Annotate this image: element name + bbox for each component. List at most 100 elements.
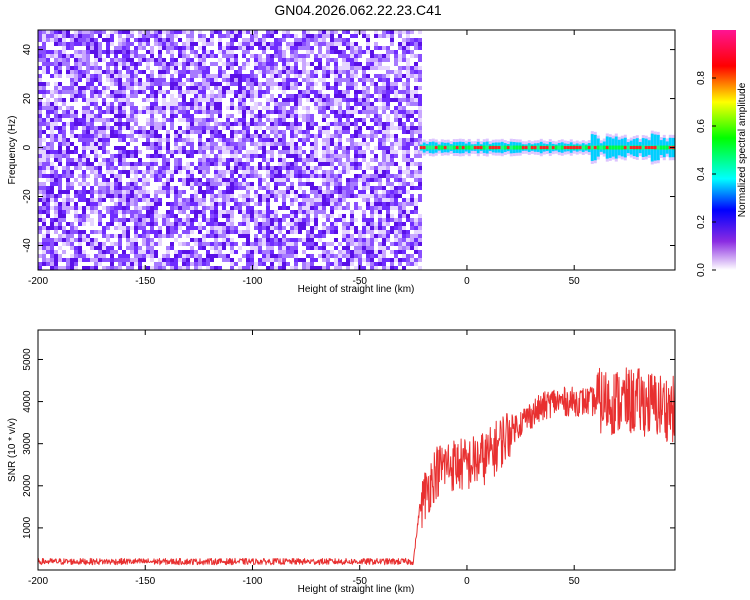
heatmap-cell <box>266 194 270 201</box>
heatmap-cell <box>350 206 354 211</box>
heatmap-cell <box>342 34 346 38</box>
heatmap-cell <box>162 242 166 248</box>
heatmap-cell <box>334 82 338 86</box>
heatmap-cell <box>166 118 170 124</box>
heatmap-cell <box>362 106 366 111</box>
heatmap-cell <box>266 222 270 229</box>
heatmap-cell <box>306 242 310 248</box>
heatmap-cell <box>298 262 302 269</box>
heatmap-cell <box>290 70 294 76</box>
heatmap-cell <box>66 70 70 75</box>
heatmap-cell <box>78 118 82 123</box>
heatmap-cell <box>266 118 270 124</box>
heatmap-cell <box>190 198 194 205</box>
heatmap-cell <box>254 78 258 85</box>
heatmap-cell <box>318 126 322 131</box>
heatmap-cell <box>130 86 134 90</box>
heatmap-cell <box>266 134 270 141</box>
heatmap-cell <box>310 154 314 158</box>
heatmap-cell <box>194 122 198 126</box>
heatmap-cell <box>298 74 302 79</box>
heatmap-cell <box>174 30 178 34</box>
heatmap-cell <box>270 170 274 175</box>
heatmap-cell <box>54 150 58 154</box>
heatmap-cell <box>298 158 302 163</box>
heatmap-cell <box>118 138 122 144</box>
heatmap-cell <box>218 122 222 126</box>
heatmap-cell <box>62 162 66 169</box>
heatmap-cell <box>342 86 346 90</box>
heatmap-cell <box>190 50 194 54</box>
heatmap-cell <box>58 66 62 70</box>
heatmap-cell <box>310 118 314 125</box>
heatmap-cell <box>82 242 86 247</box>
heatmap-cell <box>122 230 126 237</box>
heatmap-cell <box>110 42 114 46</box>
heatmap-cell <box>194 146 198 153</box>
heatmap-cell <box>122 210 126 216</box>
heatmap-cell <box>278 146 282 152</box>
heatmap-cell <box>134 82 138 88</box>
heatmap-cell <box>234 238 238 243</box>
heatmap-cell <box>38 154 42 158</box>
heatmap-cell <box>62 258 66 263</box>
heatmap-cell <box>198 242 202 249</box>
heatmap-cell <box>262 170 266 174</box>
heatmap-cell <box>206 246 210 252</box>
heatmap-cell <box>146 170 150 177</box>
heatmap-cell <box>90 114 94 120</box>
heatmap-cell <box>362 186 366 193</box>
heatmap-cell <box>262 174 266 179</box>
heatmap-cell <box>66 206 70 211</box>
heatmap-cell <box>110 142 114 149</box>
heatmap-cell <box>318 166 322 170</box>
heatmap-cell <box>222 238 226 245</box>
heatmap-cell <box>318 110 322 114</box>
heatmap-cell <box>322 266 326 270</box>
heatmap-cell <box>318 46 322 50</box>
heatmap-cell <box>294 214 298 219</box>
heatmap-cell <box>306 178 310 183</box>
heatmap-cell <box>70 218 74 222</box>
heatmap-cell <box>230 178 234 183</box>
heatmap-cell <box>282 86 286 92</box>
heatmap-cell <box>82 206 86 211</box>
heatmap-cell <box>218 174 222 178</box>
heatmap-cell <box>78 266 82 270</box>
heatmap-cell <box>122 30 126 37</box>
heatmap-cell <box>242 130 246 134</box>
heatmap-cell <box>58 130 62 135</box>
heatmap-cell <box>366 110 370 114</box>
heatmap-cell <box>178 238 182 242</box>
heatmap-cell <box>74 58 78 62</box>
heatmap-cell <box>150 182 154 187</box>
heatmap-cell <box>58 174 62 179</box>
heatmap-cell <box>314 30 318 37</box>
heatmap-cell <box>258 190 262 194</box>
heatmap-cell <box>114 254 118 261</box>
heatmap-cell <box>234 70 238 74</box>
heatmap-cell <box>242 162 246 169</box>
heatmap-cell <box>126 186 130 190</box>
heatmap-cell <box>154 174 158 181</box>
heatmap-cell <box>222 70 226 75</box>
heatmap-cell <box>146 30 150 37</box>
heatmap-cell <box>214 102 218 106</box>
heatmap-cell <box>262 90 266 94</box>
heatmap-cell <box>62 182 66 187</box>
heatmap-cell <box>102 194 106 198</box>
heatmap-cell <box>270 70 274 76</box>
heatmap-cell <box>250 126 254 132</box>
heatmap-cell <box>114 126 118 131</box>
heatmap-cell <box>78 254 82 259</box>
heatmap-cell <box>142 66 146 73</box>
heatmap-cell <box>366 78 370 84</box>
heatmap-cell <box>206 126 210 131</box>
heatmap-cell <box>278 74 282 81</box>
heatmap-cell <box>338 258 342 264</box>
heatmap-cell <box>230 66 234 73</box>
heatmap-cell <box>230 202 234 206</box>
heatmap-cell <box>302 74 306 80</box>
heatmap-cell <box>298 170 302 176</box>
heatmap-cell <box>94 70 98 74</box>
